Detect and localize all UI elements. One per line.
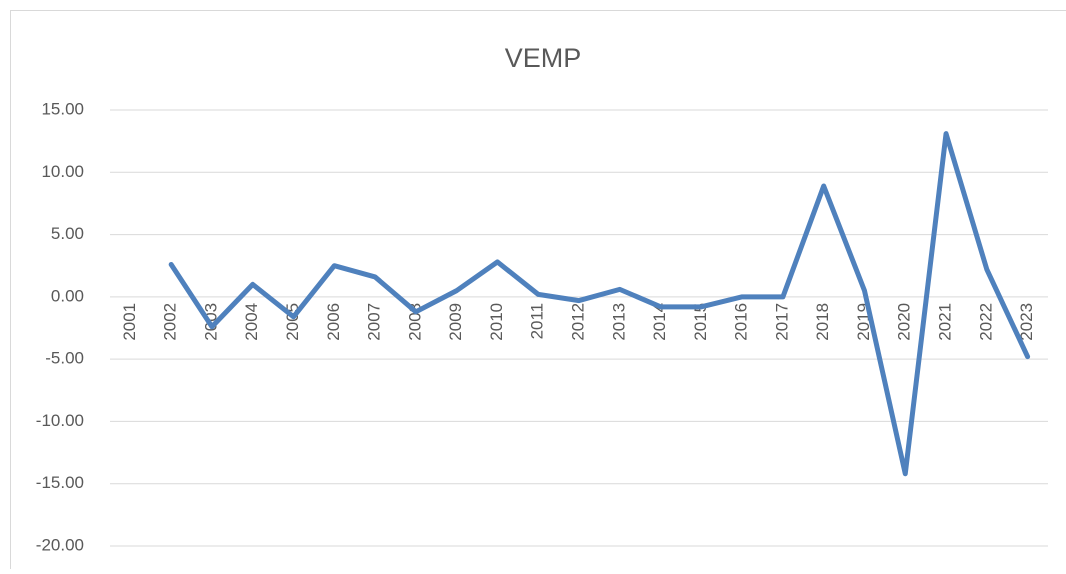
x-tick-label: 2017: [772, 303, 791, 341]
x-tick-label: 2009: [446, 303, 465, 341]
x-tick-label: 2016: [732, 303, 751, 341]
x-tick-label: 2012: [568, 303, 587, 341]
y-tick-label: -15.00: [36, 473, 84, 492]
x-tick-label: 2022: [976, 303, 995, 341]
x-tick-label: 2020: [895, 303, 914, 341]
y-tick-label: 0.00: [51, 286, 84, 305]
y-tick-label: 10.00: [41, 162, 84, 181]
x-tick-label: 2010: [487, 303, 506, 341]
x-tick-label: 2021: [936, 303, 955, 341]
x-tick-label: 2001: [120, 303, 139, 341]
chart-frame: [11, 11, 1066, 570]
y-tick-label: 15.00: [41, 99, 84, 118]
x-tick-label: 2018: [813, 303, 832, 341]
x-tick-label: 2002: [161, 303, 180, 341]
y-tick-label: -20.00: [36, 535, 84, 554]
x-tick-label: 2007: [365, 303, 384, 341]
x-tick-label: 2011: [528, 303, 547, 340]
chart-title: VEMP: [505, 43, 582, 73]
y-tick-label: 5.00: [51, 224, 84, 243]
y-tick-label: -10.00: [36, 411, 84, 430]
x-tick-label: 2006: [324, 303, 343, 341]
x-tick-label: 2013: [609, 303, 628, 341]
x-tick-label: 2004: [242, 303, 261, 341]
y-tick-label: -5.00: [45, 349, 84, 368]
